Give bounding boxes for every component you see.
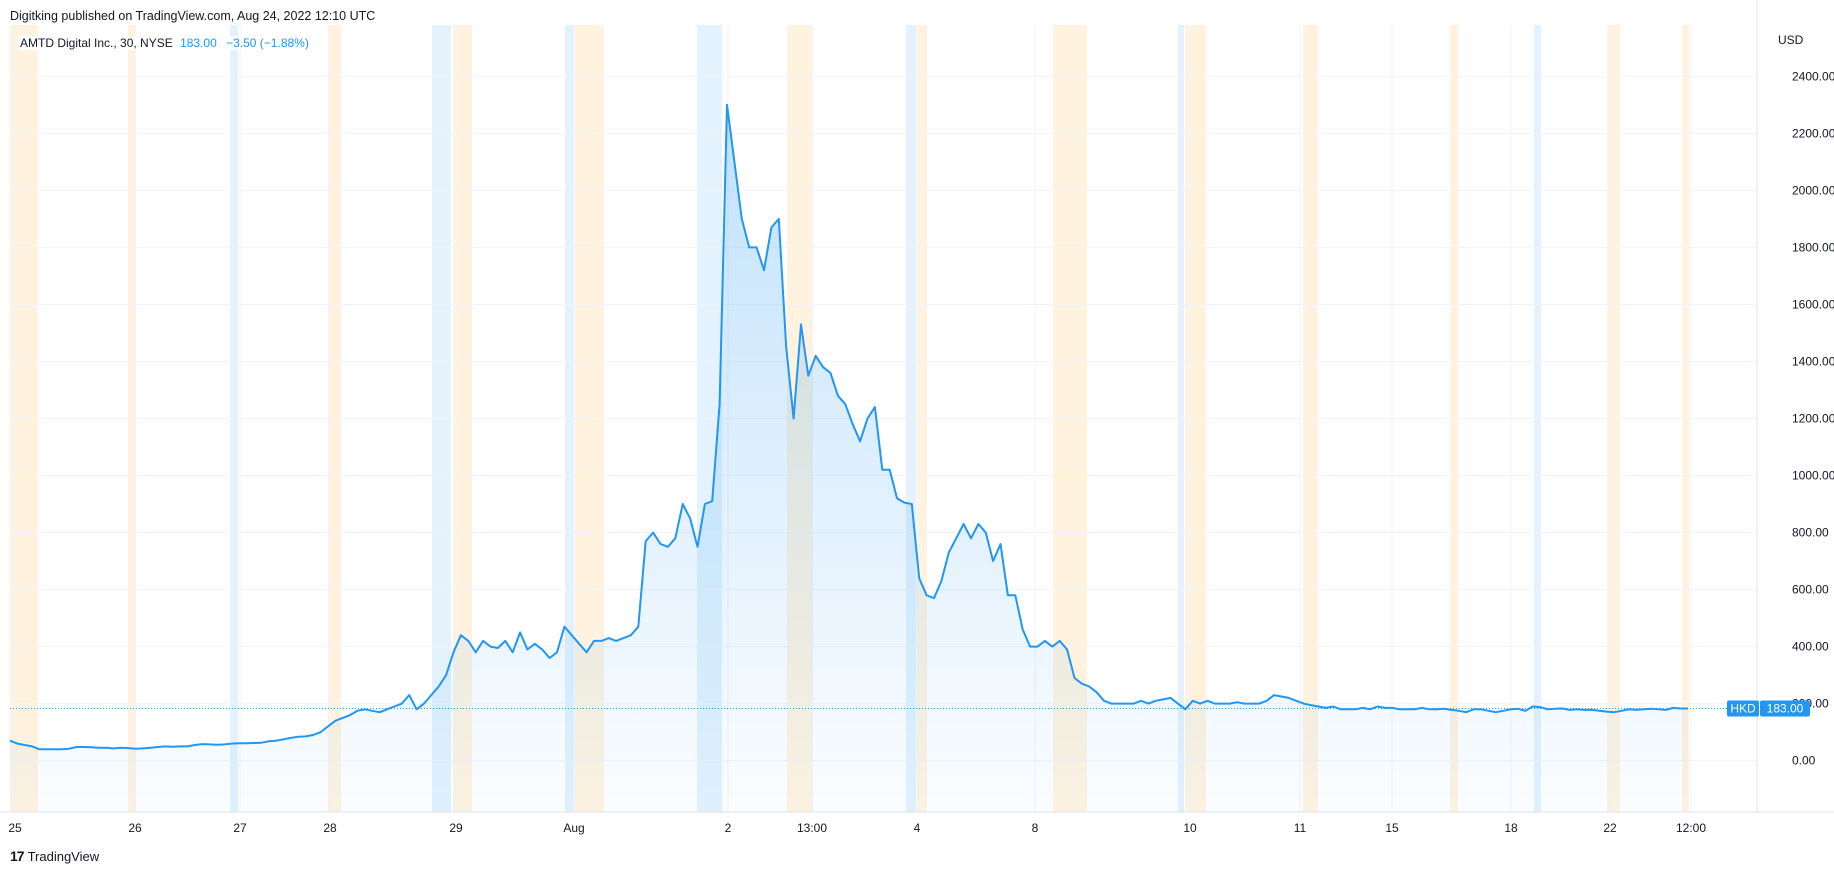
footer-brand[interactable]: 17 TradingView [10, 848, 99, 864]
y-tick-label: 600.00 [1792, 583, 1829, 597]
x-tick-label: 11 [1294, 821, 1307, 835]
x-tick-label: 8 [1032, 821, 1039, 835]
x-tick-label: 27 [233, 821, 247, 835]
x-tick-label: 2 [725, 821, 732, 835]
x-tick-label: 28 [323, 821, 337, 835]
symbol-legend: AMTD Digital Inc., 30, NYSE 183.00 −3.50… [18, 36, 311, 50]
brand-name: TradingView [27, 848, 100, 864]
last-price-tag-label: 183.00 [1767, 701, 1804, 715]
y-tick-label: 1200.00 [1792, 412, 1834, 426]
x-tick-label: 13:00 [797, 821, 827, 835]
last-price-tag-background [1760, 700, 1810, 717]
x-tick-label: 29 [449, 821, 463, 835]
last-price: 183.00 [180, 36, 217, 50]
currency-tag-background [1727, 700, 1759, 717]
x-tick-label: 25 [8, 821, 22, 835]
axis-unit-label: USD [1778, 33, 1804, 47]
x-tick-label: 4 [914, 821, 921, 835]
price-line-series [9, 103, 1688, 751]
y-tick-label: 1600.00 [1792, 297, 1834, 311]
x-tick-label: 12:00 [1676, 821, 1706, 835]
x-tick-label: 15 [1385, 821, 1399, 835]
x-tick-label: 26 [128, 821, 142, 835]
currency-tag-label: HKD [1730, 701, 1756, 715]
y-tick-label: 1800.00 [1792, 240, 1834, 254]
y-tick-label: 800.00 [1792, 526, 1829, 540]
publisher-caption: Digitking published on TradingView.com, … [10, 9, 376, 23]
y-tick-label: 2200.00 [1792, 126, 1834, 140]
symbol-name: AMTD Digital Inc., 30, NYSE [20, 36, 173, 50]
tradingview-logo-icon: 17 [10, 848, 25, 864]
y-tick-label: 2000.00 [1792, 183, 1834, 197]
x-tick-label: 10 [1183, 821, 1197, 835]
y-tick-label: 2400.00 [1792, 69, 1834, 83]
y-tick-label: 400.00 [1792, 640, 1829, 654]
x-tick-label: 22 [1603, 821, 1617, 835]
x-tick-label: Aug [563, 821, 584, 835]
y-tick-label: 0.00 [1792, 754, 1816, 768]
y-tick-label: 1000.00 [1792, 469, 1834, 483]
x-tick-label: 18 [1504, 821, 1518, 835]
price-area-fill [10, 104, 1688, 813]
y-tick-label: 1400.00 [1792, 354, 1834, 368]
price-change: −3.50 (−1.88%) [226, 36, 309, 50]
